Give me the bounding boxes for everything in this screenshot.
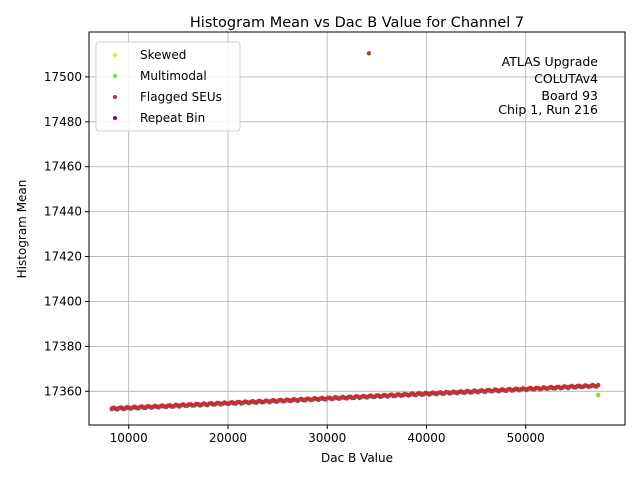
y-tick-label: 17360 [44, 384, 82, 398]
legend-marker-skewed [113, 53, 117, 57]
data-points [109, 51, 601, 412]
annotation-line-4: Chip 1, Run 216 [498, 102, 598, 117]
legend-label-multimodal: Multimodal [140, 69, 207, 83]
annotation-box: ATLAS Upgrade COLUTAv4 Board 93 Chip 1, … [498, 54, 598, 117]
chart-title: Histogram Mean vs Dac B Value for Channe… [190, 15, 524, 31]
plot-frame [88, 31, 626, 426]
legend-label-skewed: Skewed [140, 48, 186, 62]
x-tick-label: 50000 [507, 431, 545, 445]
annotation-line-1: ATLAS Upgrade [502, 54, 599, 69]
y-tick-label: 17500 [44, 70, 82, 84]
y-tick-label: 17420 [44, 250, 82, 264]
data-point-multimodal [596, 392, 601, 398]
x-axis: 10000 20000 30000 40000 50000 [110, 425, 545, 445]
y-tick-label: 17400 [44, 294, 82, 308]
data-point-flagged-seu [596, 382, 601, 388]
legend-marker-flagged-seus [113, 95, 117, 99]
x-tick-label: 30000 [308, 431, 346, 445]
y-axis: 17360 17380 17400 17420 17440 17460 17480 17500 [44, 70, 89, 398]
legend-marker-repeat-bin [113, 116, 117, 120]
y-tick-label: 17460 [44, 160, 82, 174]
legend-label-flagged-seus: Flagged SEUs [140, 90, 222, 104]
legend-label-repeat-bin: Repeat Bin [140, 111, 205, 125]
annotation-line-3: Board 93 [541, 88, 598, 103]
y-axis-label: Histogram Mean [15, 180, 29, 279]
legend: Skewed Multimodal Flagged SEUs Repeat Bi… [95, 41, 241, 132]
x-axis-label: Dac B Value [321, 451, 393, 465]
x-tick-label: 20000 [209, 431, 247, 445]
legend-marker-multimodal [113, 74, 117, 78]
x-tick-label: 40000 [407, 431, 445, 445]
x-tick-label: 10000 [110, 431, 148, 445]
annotation-line-2: COLUTAv4 [534, 71, 598, 86]
y-tick-label: 17380 [44, 339, 82, 353]
legend-frame [95, 41, 241, 132]
y-tick-label: 17480 [44, 115, 82, 129]
y-tick-label: 17440 [44, 205, 82, 219]
data-point-flagged-seus [366, 51, 372, 56]
